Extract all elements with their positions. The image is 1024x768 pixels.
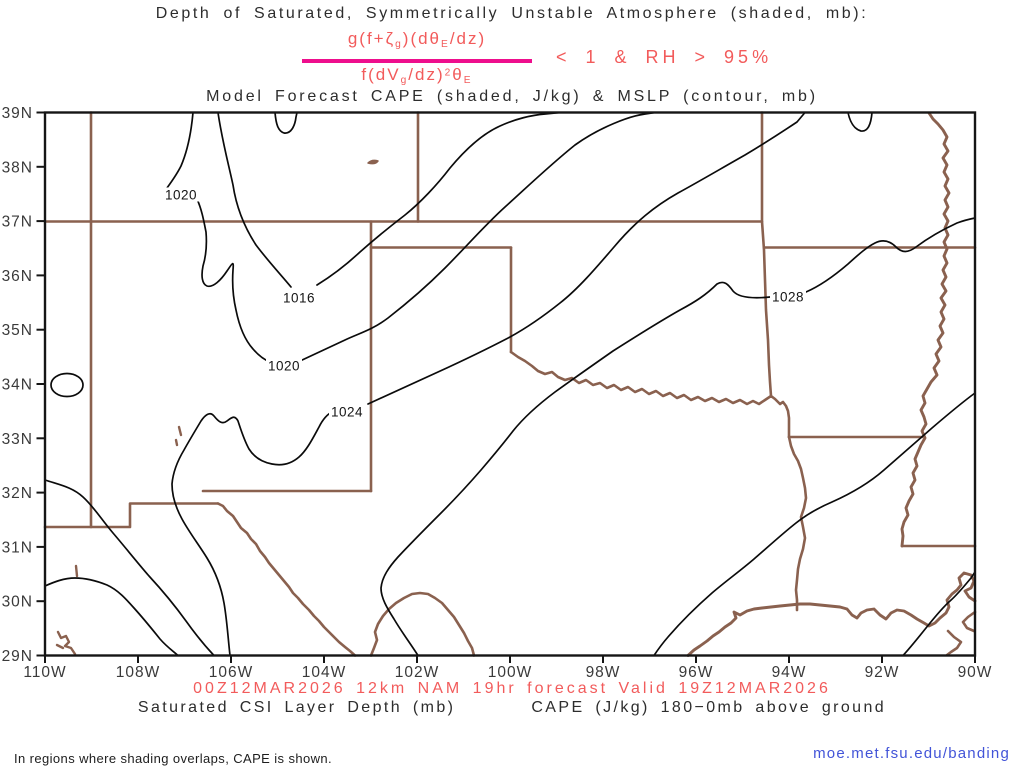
lat-tick-label: 37N <box>2 214 33 231</box>
formula-denominator: f(dVg/dz)2θE <box>0 65 834 86</box>
contour-west-b <box>44 577 179 657</box>
contour-label: 1024 <box>331 405 363 420</box>
contour-label: 1016 <box>283 291 315 306</box>
lat-tick-label: 38N <box>2 159 33 176</box>
formula-part: 2 <box>444 67 453 79</box>
lat-tick-label: 35N <box>2 322 33 339</box>
lat-tick-label: 32N <box>2 485 33 502</box>
contour-label-bg <box>266 358 302 373</box>
formula-part: f(dV <box>361 65 401 84</box>
lake-specks-nm <box>74 425 183 578</box>
formula-part: /dz) <box>408 65 445 84</box>
formula-part: E <box>463 75 473 87</box>
contour-1028 <box>380 217 976 657</box>
formula-part: θ <box>452 65 464 84</box>
formula-fraction-bar <box>302 59 532 63</box>
subtitle: Model Forecast CAPE (shaded, J/kg) & MSL… <box>206 88 818 105</box>
formula-part: )(dθ <box>402 29 442 48</box>
state-borders-layer <box>43 111 977 657</box>
border-tx-la <box>787 435 808 612</box>
river-rio-grande <box>216 502 357 657</box>
contour-southeast-g <box>653 392 976 657</box>
formula-condition: < 1 & RH > 95% <box>556 47 773 67</box>
terrain-squiggle-sw <box>55 630 77 656</box>
lon-tick-label: 106W <box>209 664 254 681</box>
lon-tick-label: 90W <box>958 664 993 681</box>
formula-part: /dz) <box>449 29 487 48</box>
latitude-axis: 39N 38N 37N 36N 35N 34N 33N 32N 31N 30N 29N <box>2 105 45 665</box>
lat-tick-label: 30N <box>2 594 33 611</box>
shading-note: In regions where shading overlaps, CAPE … <box>14 751 333 766</box>
river-red <box>509 350 791 439</box>
lon-tick-label: 100W <box>488 664 533 681</box>
river-mississippi <box>900 111 951 548</box>
contour-label-bg <box>281 290 317 305</box>
lon-tick-label: 92W <box>865 664 900 681</box>
longitude-axis: 110W 108W 106W 104W 102W 100W 98W 96W 94W 92W 90W <box>23 655 993 681</box>
lat-tick-label: 33N <box>2 431 33 448</box>
contour-1020 <box>163 111 656 363</box>
formula-part: g(f+ζ <box>347 29 396 48</box>
contour-dip-top-small <box>274 111 298 134</box>
formula-numerator: g(f+ζg)(dθE/dz) <box>0 29 834 50</box>
site-link[interactable]: moe.met.fsu.edu/banding <box>813 745 1010 762</box>
lon-tick-label: 104W <box>302 664 347 681</box>
river-rio-grande-big-bend <box>369 591 476 657</box>
contour-dip-top-hook <box>847 111 873 132</box>
contour-label: 1028 <box>772 290 804 305</box>
border-nm-mexico <box>43 502 220 529</box>
contour-label: 1020 <box>268 359 300 374</box>
contour-label-bg <box>163 187 199 202</box>
contour-label-bg <box>329 404 365 419</box>
lat-tick-label: 34N <box>2 377 33 394</box>
page-title: Depth of Saturated, Symmetrically Unstab… <box>155 5 869 22</box>
gulf-coast <box>686 571 977 657</box>
contour-1016 <box>217 111 561 288</box>
coastal-marsh-detail <box>945 610 977 657</box>
contour-label-bg <box>770 289 806 304</box>
formula-part: E <box>441 39 450 51</box>
right-product-caption: CAPE (J/kg) 180−0mb above ground <box>531 699 887 716</box>
map-frame-layer: 39N 38N 37N 36N 35N 34N 33N 32N 31N 30N 29N 110W 10… <box>2 105 993 681</box>
lat-tick-label: 31N <box>2 539 33 556</box>
contour-label: 1020 <box>165 188 197 203</box>
formula-part: g <box>395 39 403 51</box>
lon-tick-label: 108W <box>116 664 161 681</box>
lon-tick-label: 94W <box>772 664 807 681</box>
lon-tick-label: 98W <box>586 664 621 681</box>
lon-tick-label: 110W <box>23 664 66 681</box>
left-product-caption: Saturated CSI Layer Depth (mb) <box>137 699 456 716</box>
lake-speck-ks <box>367 159 379 165</box>
formula-part: g <box>400 75 409 87</box>
mslp-contours-layer <box>44 111 976 657</box>
contour-southeast-h <box>902 571 976 657</box>
product-captions: Saturated CSI Layer Depth (mb) CAPE (J/k… <box>0 699 1024 717</box>
contour-labels-layer: 1020 1016 1020 1024 1028 <box>163 187 806 420</box>
forecast-validity-line: 00Z12MAR2026 12km NAM 19hr forecast Vali… <box>193 680 831 697</box>
contour-west-a <box>44 479 215 657</box>
contour-1024 <box>171 111 806 657</box>
border-ks-mo-ok-ar <box>760 111 773 398</box>
lon-tick-label: 102W <box>395 664 440 681</box>
lat-tick-label: 39N <box>2 105 33 122</box>
lat-tick-label: 36N <box>2 268 33 285</box>
lat-tick-label: 29N <box>2 648 33 665</box>
lon-tick-label: 96W <box>679 664 714 681</box>
contour-closed-oval <box>50 372 84 398</box>
